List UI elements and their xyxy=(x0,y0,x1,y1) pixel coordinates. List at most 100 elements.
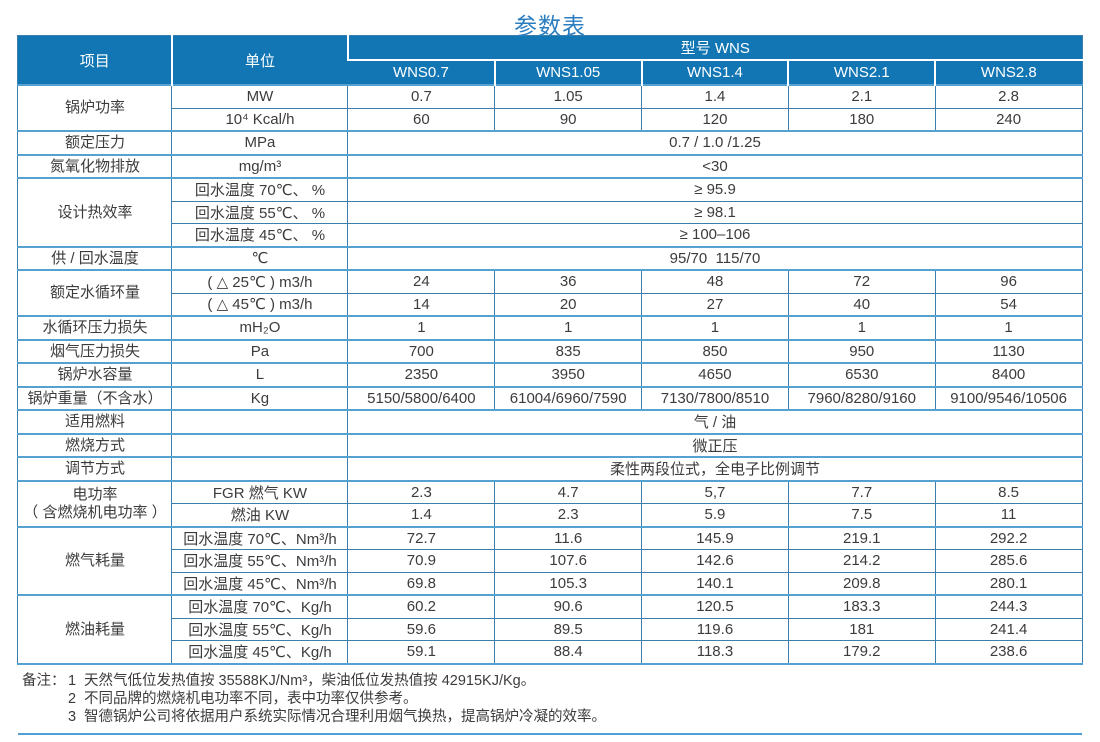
unit-cell: 回水温度 45℃、 % xyxy=(171,223,349,247)
value-cell: 1 xyxy=(494,315,643,340)
table-row: 氮氧化物排放 mg/m³ <30 xyxy=(17,153,1083,179)
item-cell: 额定水循环量 xyxy=(17,269,173,317)
value-cell: 11 xyxy=(934,503,1083,527)
table-row: 锅炉功率 MW 0.7 1.05 1.4 2.1 2.8 xyxy=(17,84,1083,132)
value-cell: 240 xyxy=(934,107,1083,132)
item-cell: 供 / 回水温度 xyxy=(17,245,173,271)
value-cell: 120 xyxy=(641,107,789,132)
model-header: WNS2.1 xyxy=(787,59,936,85)
item-cell: 调节方式 xyxy=(17,456,173,481)
unit-cell: ( △ 25℃ ) m3/h xyxy=(171,269,349,294)
span-value-cell: 0.7 / 1.0 /1.25 xyxy=(347,130,1083,155)
item-cell: 设计热效率 xyxy=(17,177,173,247)
notes-prefix: 备注： xyxy=(22,672,66,689)
value-cell: 238.6 xyxy=(934,640,1083,664)
value-cell: 11.6 xyxy=(494,525,643,550)
value-cell: 950 xyxy=(787,338,936,364)
note-number: 1 xyxy=(68,672,77,689)
value-cell: 5,7 xyxy=(641,479,789,504)
note-text: 智德锅炉公司将依据用户系统实际情况合理利用烟气换热，提高锅炉冷凝的效率。 xyxy=(84,708,606,725)
value-cell: 2.8 xyxy=(934,84,1083,109)
table-row: 回水温度 45℃、Nm³/h 69.8 105.3 140.1 209.8 280.1 xyxy=(18,571,1083,596)
item-cell: 锅炉重量（不含水） xyxy=(17,385,173,411)
value-cell: 1.4 xyxy=(641,84,789,109)
model-header: WNS2.8 xyxy=(934,59,1083,85)
span-value-cell: 气 / 油 xyxy=(347,409,1083,434)
value-cell: 183.3 xyxy=(787,594,936,619)
value-cell: 120.5 xyxy=(641,594,789,619)
table-row: 供 / 回水温度 ℃ 95/70 115/70 xyxy=(17,245,1083,271)
value-cell: 244.3 xyxy=(934,594,1083,619)
value-cell: 219.1 xyxy=(787,525,936,550)
value-cell: 90.6 xyxy=(494,594,643,619)
value-cell: 72 xyxy=(787,269,936,294)
notes: 备注： 1 天然气低位发热值按 35588KJ/Nm³，柴油低位发热值按 429… xyxy=(22,672,1078,726)
value-cell: 59.1 xyxy=(347,640,496,664)
item-cell: 燃油耗量 xyxy=(17,594,173,664)
value-cell: 214.2 xyxy=(787,549,936,573)
item-cell: 适用燃料 xyxy=(17,409,173,434)
note-number: 3 xyxy=(68,708,77,725)
item-cell: 锅炉功率 xyxy=(17,84,173,132)
table-row: 适用燃料 气 / 油 xyxy=(17,409,1083,434)
unit-cell: Pa xyxy=(171,338,349,364)
unit-cell: mg/m³ xyxy=(171,153,349,179)
value-cell: 7.5 xyxy=(787,503,936,527)
model-header: WNS1.05 xyxy=(493,59,642,85)
value-cell: 90 xyxy=(494,107,643,132)
value-cell: 14 xyxy=(347,292,496,317)
table-row: 额定压力 MPa 0.7 / 1.0 /1.25 xyxy=(17,130,1083,155)
value-cell: 2.3 xyxy=(347,479,496,504)
table-header: 项目 单位 型号 WNS WNS0.7 WNS1.05 WNS1.4 WNS2.1 WN… xyxy=(17,35,1083,85)
unit-cell xyxy=(171,432,349,458)
value-cell: 107.6 xyxy=(494,549,643,573)
table-row: 电功率 （ 含燃烧机电功率 ） FGR 燃气 KW 2.3 4.7 5,7 7.7 8.5 xyxy=(17,479,1083,527)
value-cell: 209.8 xyxy=(787,571,936,596)
value-cell: 70.9 xyxy=(347,549,496,573)
table-row: 锅炉重量（不含水） Kg 5150/5800/6400 61004/6960/7590… xyxy=(17,385,1083,411)
value-cell: 8.5 xyxy=(934,479,1083,504)
value-cell: 7.7 xyxy=(787,479,936,504)
value-cell: 181 xyxy=(787,617,936,641)
table-row: ( △ 45℃ ) m3/h 14 20 27 40 54 xyxy=(18,292,1083,317)
table-row: 额定水循环量( △ 25℃ ) m3/h 24 36 48 72 96 xyxy=(17,269,1083,317)
span-value-cell: 柔性两段位式，全电子比例调节 xyxy=(347,456,1083,481)
value-cell: 8400 xyxy=(934,362,1083,387)
table-row: 调节方式 柔性两段位式，全电子比例调节 xyxy=(17,456,1083,481)
value-cell: 179.2 xyxy=(787,640,936,664)
unit-cell: FGR 燃气 KW xyxy=(171,479,349,504)
value-cell: 60.2 xyxy=(347,594,496,619)
note-line: 备注： 1 天然气低位发热值按 35588KJ/Nm³，柴油低位发热值按 429… xyxy=(22,672,1078,690)
value-cell: 118.3 xyxy=(641,640,789,664)
unit-cell xyxy=(171,409,349,434)
unit-cell: 10⁴ Kcal/h xyxy=(171,107,349,132)
span-value-cell: ≥ 98.1 xyxy=(347,200,1083,224)
item-cell: 电功率 （ 含燃烧机电功率 ） xyxy=(17,479,173,527)
table-row: 回水温度 55℃、Nm³/h 70.9 107.6 142.6 214.2 285.6 xyxy=(18,549,1083,573)
table-row: 烟气压力损失 Pa 700 835 850 950 1130 xyxy=(17,338,1083,364)
value-cell: 6530 xyxy=(787,362,936,387)
table-row: 锅炉水容量 L 2350 3950 4650 6530 8400 xyxy=(17,362,1083,387)
value-cell: 4.7 xyxy=(494,479,643,504)
note-indent xyxy=(22,708,68,726)
item-cell: 燃烧方式 xyxy=(17,432,173,458)
unit-cell: 回水温度 55℃、Nm³/h xyxy=(171,549,349,573)
unit-cell: 回水温度 55℃、 % xyxy=(171,200,349,224)
parameter-table: 项目 单位 型号 WNS WNS0.7 WNS1.05 WNS1.4 WNS2.1 WN… xyxy=(17,35,1083,665)
table-body: 锅炉功率 MW 0.7 1.05 1.4 2.1 2.8 10⁴ Kcal/h 60 90 120 1… xyxy=(17,84,1083,664)
table-row: 水循环压力损失 mH₂O 1 1 1 1 1 xyxy=(17,315,1083,340)
item-cell: 烟气压力损失 xyxy=(17,338,173,364)
value-cell: 89.5 xyxy=(494,617,643,641)
value-cell: 20 xyxy=(494,292,643,317)
unit-cell: 燃油 KW xyxy=(171,503,349,527)
span-value-cell: 微正压 xyxy=(347,432,1083,458)
span-value-cell: ≥ 100–106 xyxy=(347,223,1083,247)
unit-cell: 回水温度 45℃、Kg/h xyxy=(171,640,349,664)
item-cell: 锅炉水容量 xyxy=(17,362,173,387)
value-cell: 3950 xyxy=(494,362,643,387)
value-cell: 0.7 xyxy=(347,84,496,109)
value-cell: 48 xyxy=(641,269,789,294)
table-row: 回水温度 45℃、Kg/h 59.1 88.4 118.3 179.2 238.6 xyxy=(18,640,1083,664)
value-cell: 180 xyxy=(787,107,936,132)
